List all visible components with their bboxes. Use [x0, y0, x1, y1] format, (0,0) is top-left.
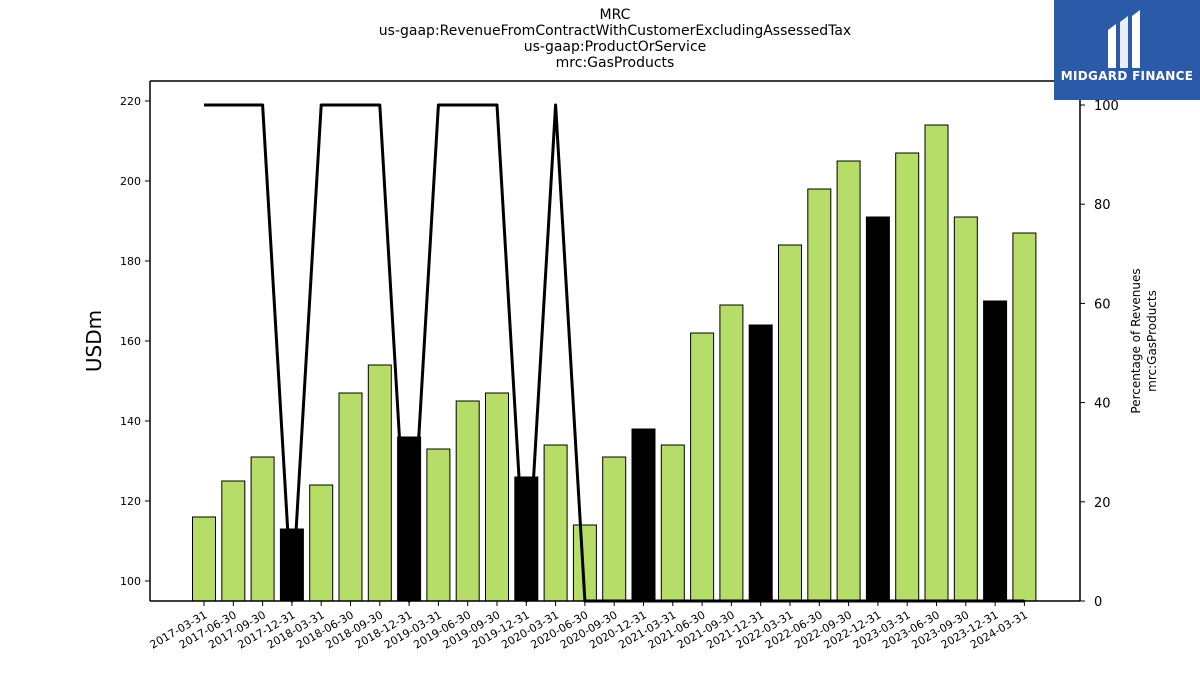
bar-2019-09-30 — [485, 392, 509, 602]
chart-title-line-1: MRC — [599, 7, 631, 23]
bar-2017-09-30 — [250, 456, 275, 602]
bar-2018-09-30 — [367, 364, 392, 602]
bar-2022-12-31 — [865, 216, 890, 602]
bar-2020-12-31 — [631, 428, 656, 602]
y-tick-label-160: 160 — [120, 335, 141, 348]
y2-tick-label-100: 100 — [1094, 99, 1119, 114]
bar-2017-03-31 — [192, 516, 216, 602]
bar-2018-06-30 — [338, 392, 363, 602]
midgard-logo-icon — [1108, 10, 1140, 68]
chart-title-line-3: us-gaap:ProductOrService — [523, 39, 707, 55]
y2-tick-label-40: 40 — [1094, 397, 1111, 412]
bar-2021-09-30 — [719, 304, 744, 602]
y2-tick-label-80: 80 — [1094, 198, 1111, 213]
bar-2021-12-31 — [748, 324, 773, 602]
bar-2022-03-31 — [778, 244, 802, 602]
y2-tick-label-20: 20 — [1094, 496, 1111, 511]
midgard-finance-logo: MIDGARD FINANCE — [1054, 0, 1200, 100]
y-tick-label-120: 120 — [120, 495, 141, 508]
bar-2022-09-30 — [836, 160, 861, 602]
y2-axis-label-line-1: Percentage of Revenues — [1129, 268, 1143, 413]
y2-axis-label-line-2: mrc:GasProducts — [1145, 290, 1159, 392]
bar-2023-06-30 — [924, 124, 949, 602]
bar-2019-03-31 — [426, 448, 451, 602]
chart-title-line-4: mrc:GasProducts — [555, 55, 675, 71]
y-axis-label: USDm — [82, 310, 106, 372]
bar-2023-12-31 — [983, 300, 1008, 602]
bar-2020-09-30 — [602, 456, 627, 602]
bar-2023-03-31 — [895, 152, 920, 602]
logo-text: MIDGARD FINANCE — [1060, 69, 1194, 83]
bar-2020-03-31 — [543, 444, 568, 602]
y-tick-label-220: 220 — [120, 95, 141, 108]
bar-2022-06-30 — [807, 188, 832, 602]
bar-2023-09-30 — [953, 216, 978, 602]
y-tick-label-140: 140 — [120, 415, 141, 428]
y-tick-label-180: 180 — [120, 255, 141, 268]
y2-tick-label-60: 60 — [1094, 297, 1111, 312]
y-tick-label-100: 100 — [120, 575, 141, 588]
y2-tick-label-0: 0 — [1094, 595, 1102, 610]
bar-2024-03-31 — [1012, 232, 1037, 602]
bar-2019-06-30 — [455, 400, 480, 602]
chart-title-line-2: us-gaap:RevenueFromContractWithCustomerE… — [378, 23, 852, 39]
y-tick-label-200: 200 — [120, 175, 141, 188]
bar-2021-06-30 — [690, 332, 715, 602]
bar-2018-03-31 — [309, 484, 334, 602]
bar-2021-03-31 — [660, 444, 685, 602]
bar-2017-06-30 — [221, 480, 246, 602]
